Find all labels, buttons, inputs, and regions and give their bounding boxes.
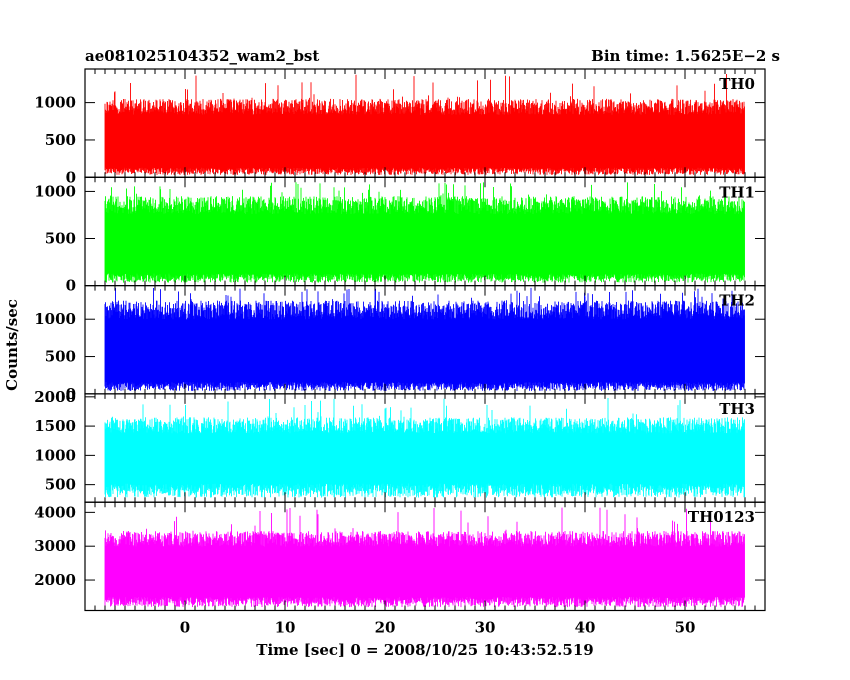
y-tick-label: 500 — [45, 230, 76, 248]
y-tick-label: 0 — [66, 277, 76, 295]
panel-label: TH0 — [719, 75, 755, 93]
y-tick-label: 0 — [66, 168, 76, 186]
series-th1 — [104, 182, 745, 283]
panel-th0123: 2000 3000 4000 TH0123 — [34, 501, 766, 612]
y-tick-label: 2000 — [34, 571, 76, 589]
series-th0 — [104, 74, 745, 175]
panel-th3: 500 1000 1500 2000 TH3 — [34, 388, 766, 503]
y-axis-label: Counts/sec — [3, 299, 21, 391]
x-tick-label: 0 — [180, 619, 190, 637]
y-tick-label: 1000 — [34, 310, 76, 328]
x-axis-label: Time [sec] 0 = 2008/10/25 10:43:52.519 — [256, 641, 593, 659]
panel-label: TH1 — [719, 183, 755, 201]
y-tick-label: 500 — [45, 348, 76, 366]
panel-th2: 0 500 1000 TH2 — [34, 285, 766, 403]
y-tick-label: 4000 — [34, 503, 76, 521]
x-tick-label: 50 — [675, 619, 696, 637]
y-tick-label: 1000 — [34, 182, 76, 200]
x-tick-label: 20 — [375, 619, 396, 637]
y-tick-label: 1000 — [34, 94, 76, 112]
series-th3 — [104, 398, 745, 498]
x-tick-label: 10 — [275, 619, 296, 637]
chart-title: ae081025104352_wam2_bst — [85, 47, 319, 65]
bin-time-label: Bin time: 1.5625E−2 s — [591, 47, 780, 65]
x-tick-label: 30 — [475, 619, 496, 637]
panel-label: TH2 — [719, 292, 755, 310]
panel-label: TH3 — [719, 400, 755, 418]
series-th0123 — [104, 507, 745, 608]
y-tick-label: 3000 — [34, 537, 76, 555]
y-tick-label: 0 — [66, 385, 76, 403]
y-tick-label: 2000 — [34, 388, 76, 406]
panel-label: TH0123 — [688, 508, 755, 526]
panel-th1: 0 500 1000 TH1 — [34, 176, 766, 295]
y-tick-label: 1500 — [34, 417, 76, 435]
y-tick-label: 500 — [45, 476, 76, 494]
y-tick-label: 500 — [45, 131, 76, 149]
y-tick-label: 1000 — [34, 446, 76, 464]
panel-th0: 0 500 1000 TH0 — [34, 68, 766, 186]
series-th2 — [104, 287, 745, 391]
x-tick-label: 40 — [575, 619, 596, 637]
